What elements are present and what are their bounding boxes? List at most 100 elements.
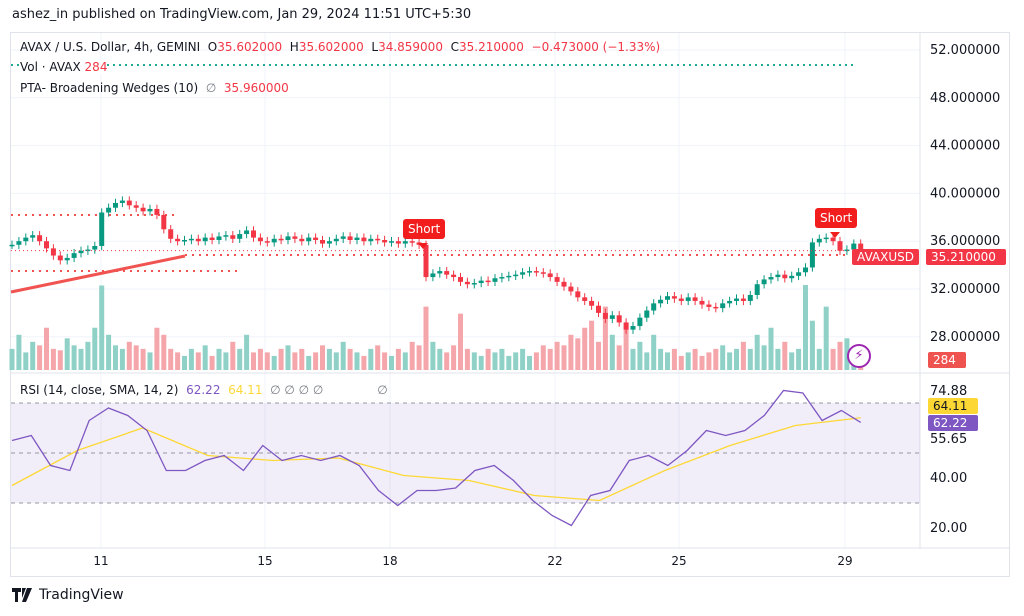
symbol-price-tag: AVAXUSD xyxy=(852,249,919,265)
volume-bar xyxy=(50,348,56,370)
candle-body xyxy=(816,238,822,243)
candle-body xyxy=(803,267,808,273)
volume-bar xyxy=(237,348,243,370)
rsi-tick-label: 20.00 xyxy=(930,521,967,536)
rsi-sma-line xyxy=(11,417,861,502)
rsi-tick-label: 74.88 xyxy=(930,384,967,399)
candle-body xyxy=(423,244,429,278)
high-label: H xyxy=(289,40,299,54)
candle-body xyxy=(789,275,795,279)
rsi-label[interactable]: RSI (14, close, SMA, 14, 2) xyxy=(20,383,179,397)
candle-body xyxy=(361,237,367,242)
candle-body xyxy=(202,237,208,242)
candle-body xyxy=(506,275,512,278)
candle-body xyxy=(299,238,305,242)
volume-bar xyxy=(44,327,49,370)
volume-bar xyxy=(506,355,512,370)
candle-body xyxy=(382,240,388,243)
volume-bar xyxy=(630,348,636,370)
volume-bar xyxy=(637,341,643,370)
volume-bar xyxy=(354,352,360,370)
volume-bar xyxy=(754,334,760,370)
volume-legend: Vol · AVAX 284 xyxy=(20,60,108,74)
volume-bar xyxy=(292,352,298,370)
volume-bar xyxy=(251,352,256,370)
candle-body xyxy=(575,291,581,298)
volume-bar xyxy=(333,352,339,370)
volume-bar xyxy=(106,334,112,370)
candle-body xyxy=(30,235,36,238)
candle-body xyxy=(527,271,532,273)
volume-bar xyxy=(271,355,277,370)
candle-body xyxy=(520,272,526,275)
candle-body xyxy=(195,238,201,242)
volume-bar xyxy=(340,341,346,370)
volume-bar xyxy=(409,341,415,370)
short-signal-pointer xyxy=(830,232,840,238)
pta-label[interactable]: PTA- Broadening Wedges (10) xyxy=(20,81,199,95)
symbol-title[interactable]: AVAX / U.S. Dollar, 4h, GEMINI xyxy=(20,40,201,54)
candle-body xyxy=(582,297,588,301)
volume-bar xyxy=(402,352,408,370)
candle-body xyxy=(540,272,546,274)
volume-bar xyxy=(195,352,201,370)
low-label: L xyxy=(371,40,379,54)
candle-body xyxy=(347,236,353,241)
candle-body xyxy=(292,236,298,239)
pta-value: 35.960000 xyxy=(223,81,289,95)
candle-body xyxy=(754,284,760,295)
candle-body xyxy=(285,236,291,241)
candle-body xyxy=(99,212,105,246)
close-value: 35.210000 xyxy=(459,40,524,54)
price-tick-label: 44.000000 xyxy=(930,139,1000,154)
volume-bar xyxy=(747,348,753,370)
rsi-value: 62.22 xyxy=(186,383,221,397)
candle-body xyxy=(230,235,236,239)
volume-bar xyxy=(361,355,367,370)
volume-label[interactable]: Vol · AVAX xyxy=(20,60,81,74)
candle-body xyxy=(113,202,118,208)
candle-body xyxy=(444,271,450,275)
candle-body xyxy=(547,273,553,278)
candle-body xyxy=(333,238,339,242)
candle-body xyxy=(492,278,498,282)
candle-body xyxy=(499,277,505,279)
candle-body xyxy=(458,277,463,282)
low-value: 34.859000 xyxy=(378,40,443,54)
volume-bar xyxy=(789,352,795,370)
candle-body xyxy=(57,255,63,261)
volume-bar xyxy=(727,352,733,370)
volume-bar xyxy=(444,352,450,370)
volume-bar xyxy=(671,348,677,370)
candle-body xyxy=(485,280,491,283)
symbol-legend: AVAX / U.S. Dollar, 4h, GEMINI O35.60200… xyxy=(20,40,660,54)
volume-bar xyxy=(685,352,691,370)
rsi-sma-value: 64.11 xyxy=(228,383,263,397)
volume-bar xyxy=(451,345,457,370)
volume-bar xyxy=(168,348,174,370)
candle-body xyxy=(278,238,284,241)
candle-body xyxy=(589,300,595,306)
volume-bar xyxy=(554,341,560,370)
volume-bar xyxy=(844,338,850,370)
candle-body xyxy=(223,235,229,237)
volume-bar xyxy=(216,348,222,370)
pta-empty: ∅ xyxy=(205,81,217,95)
short-signal-label: Short xyxy=(403,219,446,239)
volume-bar xyxy=(23,352,29,370)
candle-body xyxy=(92,245,98,250)
volume-bar xyxy=(375,345,381,370)
volume-bar xyxy=(782,341,788,370)
volume-tag: 284 xyxy=(928,352,966,368)
volume-bar xyxy=(278,348,284,370)
candle-body xyxy=(50,248,56,256)
brand-name: TradingView xyxy=(39,587,124,603)
volume-bar xyxy=(644,352,650,370)
lightning-icon[interactable]: ⚡ xyxy=(847,344,871,368)
rsi-line xyxy=(11,389,862,527)
price-tick-label: 52.000000 xyxy=(930,43,1000,58)
volume-bar xyxy=(161,334,167,370)
volume-bar xyxy=(257,348,263,370)
volume-bar xyxy=(761,345,767,370)
